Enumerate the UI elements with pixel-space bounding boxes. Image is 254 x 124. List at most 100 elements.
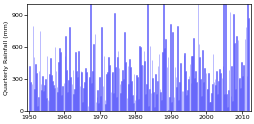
Bar	[111, 73, 112, 111]
Bar	[110, 92, 111, 111]
Bar	[81, 72, 82, 111]
Bar	[224, 4, 225, 111]
Bar	[135, 95, 136, 111]
Bar	[58, 62, 59, 111]
Bar	[209, 102, 210, 111]
Bar	[237, 79, 238, 111]
Bar	[128, 84, 129, 111]
Bar	[149, 46, 150, 111]
Bar	[86, 81, 87, 111]
Bar	[83, 88, 84, 111]
Bar	[178, 82, 179, 111]
Bar	[188, 76, 189, 111]
Bar	[136, 75, 137, 111]
Bar	[170, 102, 171, 111]
Bar	[186, 90, 187, 111]
Bar	[141, 65, 142, 111]
Bar	[179, 63, 180, 111]
Bar	[211, 84, 212, 111]
Bar	[52, 81, 53, 111]
Bar	[216, 94, 217, 111]
Bar	[143, 51, 144, 111]
Bar	[67, 92, 68, 111]
Bar	[246, 4, 247, 111]
Bar	[71, 84, 72, 111]
Bar	[55, 71, 56, 111]
Bar	[129, 59, 130, 111]
Bar	[119, 84, 120, 111]
Bar	[80, 71, 81, 111]
Bar	[73, 94, 74, 111]
Bar	[195, 82, 196, 111]
Bar	[225, 94, 226, 111]
Bar	[140, 65, 141, 111]
Bar	[103, 56, 104, 111]
Bar	[108, 65, 109, 111]
Bar	[163, 48, 164, 111]
Bar	[200, 95, 201, 111]
Bar	[62, 89, 63, 111]
Bar	[42, 76, 43, 111]
Bar	[233, 43, 234, 111]
Bar	[171, 32, 172, 111]
Bar	[112, 72, 113, 111]
Bar	[36, 73, 37, 111]
Bar	[231, 101, 232, 111]
Bar	[185, 94, 186, 111]
Bar	[132, 103, 133, 111]
Bar	[79, 86, 80, 111]
Bar	[204, 90, 205, 111]
Bar	[68, 80, 69, 111]
Bar	[148, 89, 149, 111]
Bar	[113, 93, 114, 111]
Bar	[88, 79, 89, 111]
Bar	[56, 87, 57, 111]
Bar	[201, 50, 202, 111]
Bar	[35, 64, 36, 111]
Bar	[212, 54, 213, 111]
Bar	[95, 102, 96, 111]
Bar	[90, 4, 91, 111]
Bar	[202, 82, 203, 111]
Bar	[96, 97, 97, 111]
Bar	[97, 90, 98, 111]
Bar	[241, 76, 242, 111]
Bar	[117, 51, 118, 111]
Bar	[232, 14, 233, 111]
Bar	[47, 100, 48, 111]
Bar	[155, 94, 156, 111]
Bar	[182, 91, 183, 111]
Bar	[180, 72, 181, 111]
Bar	[150, 93, 151, 111]
Bar	[87, 106, 88, 111]
Bar	[94, 34, 95, 111]
Bar	[206, 89, 207, 111]
Bar	[126, 98, 127, 111]
Bar	[242, 65, 243, 111]
Bar	[125, 95, 126, 111]
Bar	[147, 106, 148, 111]
Bar	[243, 103, 244, 111]
Bar	[157, 66, 158, 111]
Bar	[197, 4, 198, 111]
Bar	[89, 77, 90, 111]
Bar	[175, 77, 176, 111]
Bar	[65, 36, 66, 111]
Bar	[78, 93, 79, 111]
Bar	[109, 71, 110, 111]
Bar	[164, 39, 165, 111]
Bar	[93, 58, 94, 111]
Bar	[57, 92, 58, 111]
Bar	[154, 74, 155, 111]
Bar	[41, 90, 42, 111]
Bar	[194, 71, 195, 111]
Bar	[118, 68, 119, 111]
Bar	[120, 93, 121, 111]
Bar	[239, 88, 240, 111]
Bar	[98, 103, 99, 111]
Bar	[144, 61, 145, 111]
Bar	[219, 73, 220, 111]
Bar	[247, 18, 248, 111]
Bar	[49, 74, 50, 111]
Bar	[114, 13, 115, 111]
